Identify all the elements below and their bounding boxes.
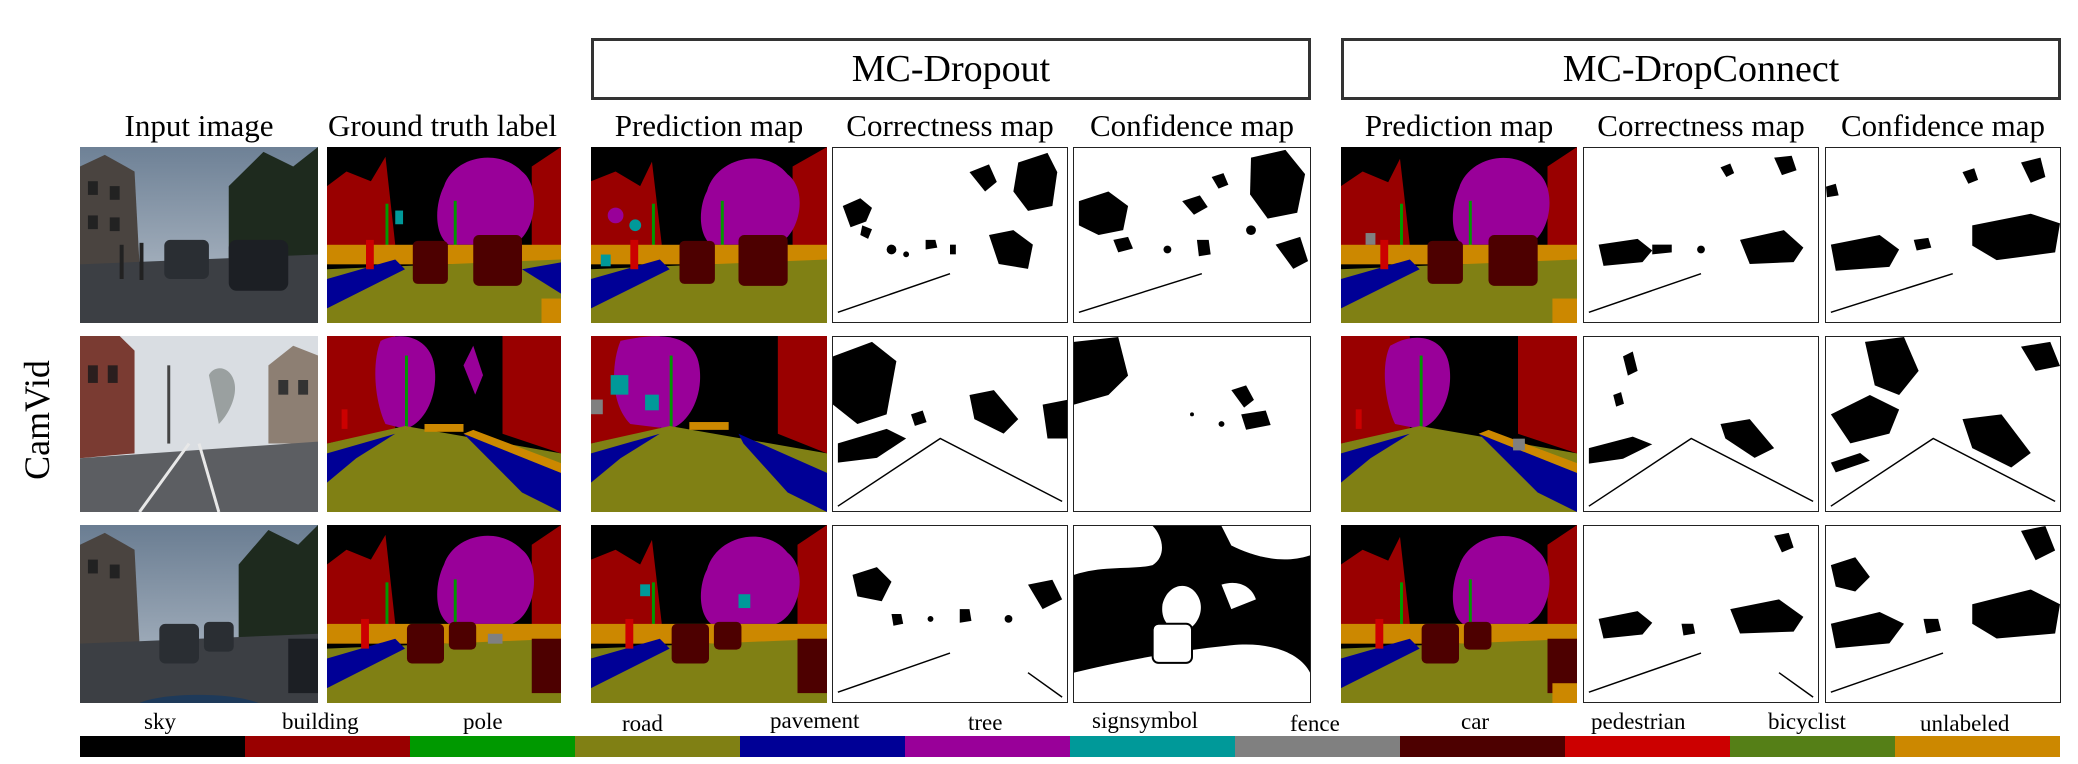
- mc-dropconnect-header: MC-DropConnect: [1341, 38, 2061, 100]
- dropout-prediction-row1: [591, 147, 827, 323]
- legend-label-unlabeled: unlabeled: [1920, 711, 2010, 736]
- dropout-confidence-row3: [1073, 525, 1311, 703]
- mc-dropout-title: MC-Dropout: [851, 48, 1051, 90]
- row-label: CamVid: [2, 330, 72, 510]
- input-image-row1: [80, 147, 318, 323]
- dropconnect-confidence-row3: [1825, 525, 2061, 703]
- legend-swatch-unlabeled: [1895, 736, 2060, 757]
- legend-swatch-building: [245, 736, 410, 757]
- legend-color-bar: [80, 736, 2060, 757]
- input-image-row3: [80, 525, 318, 703]
- dropconnect-prediction-row3: [1341, 525, 1577, 703]
- dropconnect-confidence-row2: [1825, 336, 2061, 512]
- legend-swatch-fence: [1235, 736, 1400, 757]
- legend-label-tree: tree: [968, 710, 1003, 735]
- legend-label-building: building: [282, 709, 359, 734]
- legend-swatch-pedestrian: [1565, 736, 1730, 757]
- dropconnect-prediction-row1: [1341, 147, 1577, 323]
- dropconnect-correctness-row2: [1583, 336, 1819, 512]
- dropout-confidence-row1: [1073, 147, 1311, 323]
- dropout-prediction-row3: [591, 525, 827, 703]
- dropout-prediction-row2: [591, 336, 827, 512]
- legend-label-sky: sky: [144, 709, 176, 734]
- mc-dropconnect-title: MC-DropConnect: [1562, 48, 1840, 90]
- ground-truth-row3: [327, 525, 561, 703]
- legend-label-pole: pole: [463, 709, 503, 734]
- legend-swatch-pavement: [740, 736, 905, 757]
- dropout-correctness-row2: [832, 336, 1068, 512]
- column-header-ground-truth: Ground truth label: [327, 108, 557, 143]
- row-label-camvid: CamVid: [17, 360, 57, 480]
- column-header-dropout-correctness: Correctness map: [846, 108, 1054, 143]
- legend-swatch-bicyclist: [1730, 736, 1895, 757]
- legend-label-fence: fence: [1290, 711, 1340, 736]
- ground-truth-row1: [327, 147, 561, 323]
- column-header-dropconnect-prediction: Prediction map: [1364, 108, 1554, 143]
- mc-dropout-header: MC-Dropout: [591, 38, 1311, 100]
- legend-swatch-sky: [80, 736, 245, 757]
- legend-swatch-road: [575, 736, 740, 757]
- ground-truth-row2: [327, 336, 561, 512]
- dropconnect-confidence-row1: [1825, 147, 2061, 323]
- dropconnect-prediction-row2: [1341, 336, 1577, 512]
- legend-label-bicyclist: bicyclist: [1768, 709, 1846, 734]
- input-image-row2: [80, 336, 318, 512]
- column-header-dropout-prediction: Prediction map: [614, 108, 804, 143]
- legend-label-pavement: pavement: [770, 708, 860, 733]
- legend-swatch-signsymbol: [1070, 736, 1235, 757]
- dropout-correctness-row3: [832, 525, 1068, 703]
- legend-swatch-car: [1400, 736, 1565, 757]
- column-header-dropconnect-correctness: Correctness map: [1597, 108, 1805, 143]
- legend-label-pedestrian: pedestrian: [1591, 709, 1686, 734]
- column-header-input-image: Input image: [124, 108, 274, 143]
- dropout-correctness-row1: [832, 147, 1068, 323]
- column-header-dropout-confidence: Confidence map: [1089, 108, 1294, 143]
- column-header-dropconnect-confidence: Confidence map: [1840, 108, 2045, 143]
- legend-label-signsymbol: signsymbol: [1092, 708, 1199, 733]
- dropout-confidence-row2: [1073, 336, 1311, 512]
- dropconnect-correctness-row1: [1583, 147, 1819, 323]
- legend-label-road: road: [622, 711, 663, 736]
- legend-swatch-pole: [410, 736, 575, 757]
- legend-label-car: car: [1461, 709, 1490, 734]
- dropconnect-correctness-row3: [1583, 525, 1819, 703]
- legend-swatch-tree: [905, 736, 1070, 757]
